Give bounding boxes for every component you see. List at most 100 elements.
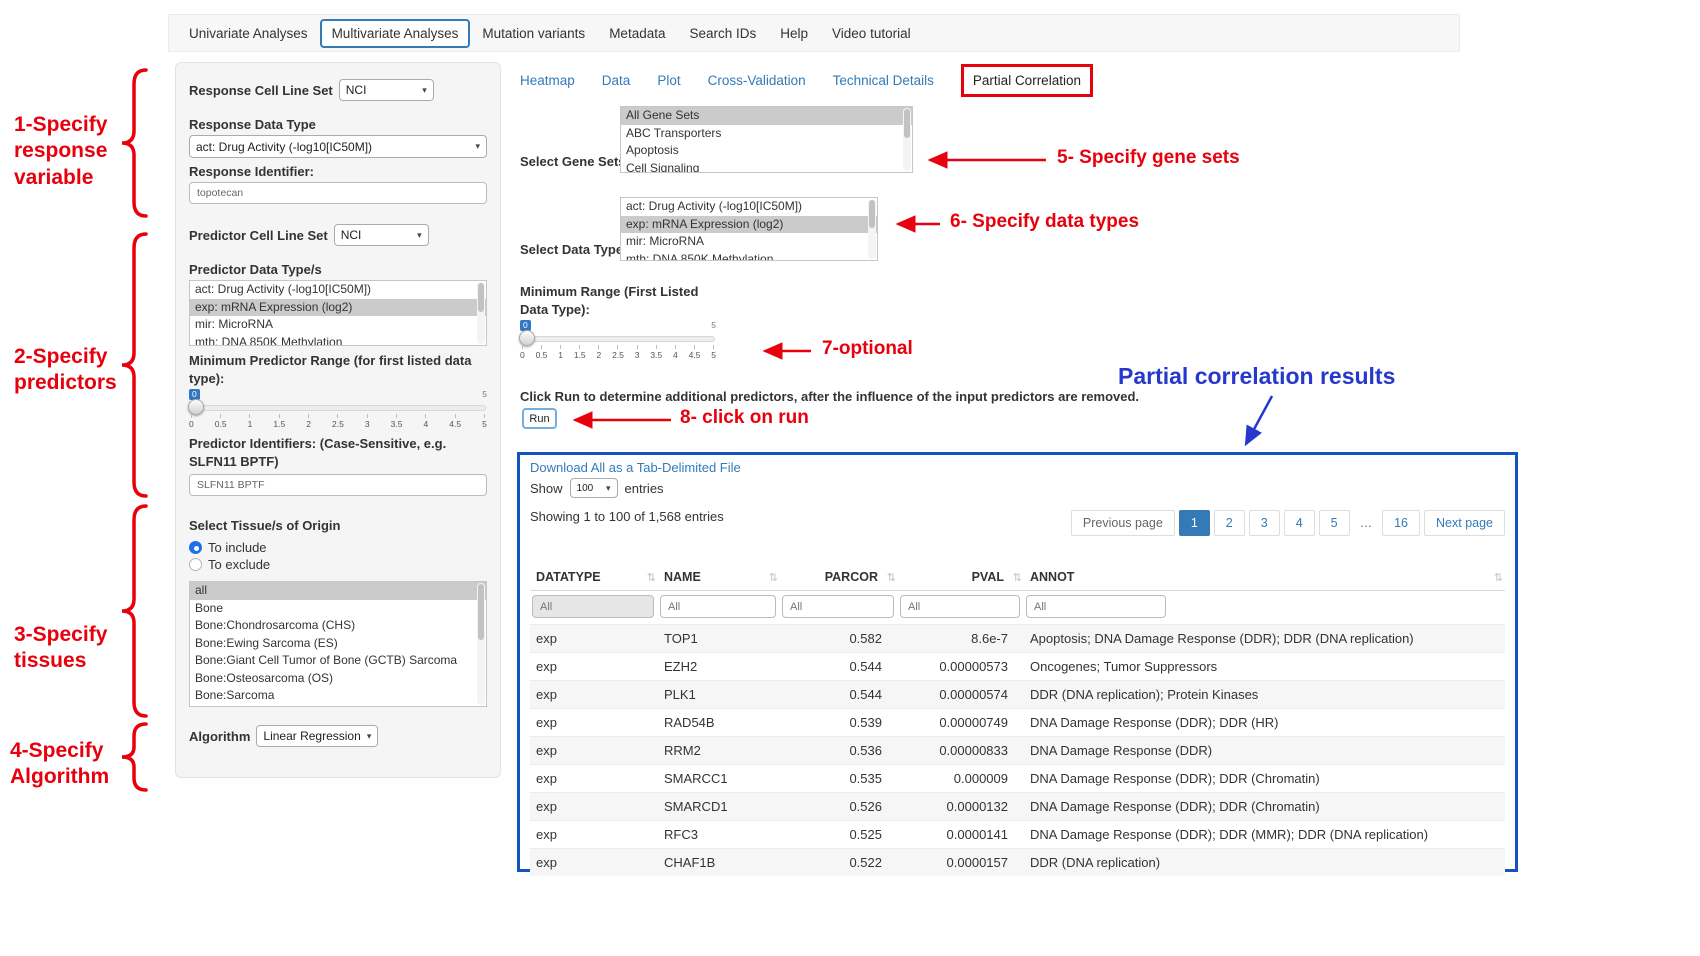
tab-partial-correlation[interactable]: Partial Correlation bbox=[961, 64, 1093, 97]
sort-icon[interactable]: ⇅ bbox=[887, 571, 896, 584]
algorithm-select[interactable]: Linear Regression ▾ bbox=[256, 725, 378, 747]
scrollbar-thumb[interactable] bbox=[478, 584, 484, 640]
table-row[interactable]: exp RRM2 0.536 0.00000833 DNA Damage Res… bbox=[530, 737, 1505, 765]
scrollbar-thumb[interactable] bbox=[904, 109, 910, 138]
slider-handle[interactable] bbox=[519, 330, 535, 346]
sort-icon[interactable]: ⇅ bbox=[769, 571, 778, 584]
list-option[interactable]: Bone:Chondrosarcoma (CHS) bbox=[190, 617, 486, 635]
table-row[interactable]: exp TOP1 0.582 8.6e-7 Apoptosis; DNA Dam… bbox=[530, 625, 1505, 653]
table-row[interactable]: exp PLK1 0.544 0.00000574 DDR (DNA repli… bbox=[530, 681, 1505, 709]
table-row[interactable]: exp SMARCC1 0.535 0.000009 DNA Damage Re… bbox=[530, 765, 1505, 793]
predictor-identifiers-input[interactable] bbox=[189, 474, 487, 496]
nav-tab-video-tutorial[interactable]: Video tutorial bbox=[820, 20, 923, 47]
tissue-include-label[interactable]: To include bbox=[208, 540, 267, 555]
list-option[interactable]: act: Drug Activity (-log10[IC50M]) bbox=[621, 198, 877, 216]
tab-cross-validation[interactable]: Cross-Validation bbox=[708, 73, 806, 88]
list-option[interactable]: mir: MicroRNA bbox=[190, 316, 486, 334]
show-entries-select[interactable]: 100 ▾ bbox=[570, 478, 618, 498]
scrollbar[interactable] bbox=[903, 108, 911, 171]
list-option[interactable]: all bbox=[190, 582, 486, 600]
results-tabbar: Heatmap Data Plot Cross-Validation Techn… bbox=[520, 64, 1093, 97]
tissue-exclude-radio[interactable]: To exclude bbox=[189, 556, 487, 573]
gene-sets-listbox: All Gene Sets ABC Transporters Apoptosis… bbox=[620, 106, 913, 173]
nav-tab-help[interactable]: Help bbox=[768, 20, 820, 47]
slider-tick: 0.5 bbox=[215, 414, 227, 429]
list-option[interactable]: Bone:Sarcoma bbox=[190, 687, 486, 705]
slider-tick: 1 bbox=[558, 345, 563, 360]
list-option[interactable]: Peripheral_Nervous_System bbox=[190, 705, 486, 708]
list-option[interactable]: mth: DNA 850K Methylation bbox=[621, 251, 877, 262]
scrollbar-thumb[interactable] bbox=[869, 200, 875, 228]
list-option[interactable]: ABC Transporters bbox=[621, 125, 912, 143]
sort-icon[interactable]: ⇅ bbox=[1494, 571, 1503, 584]
scrollbar[interactable] bbox=[868, 199, 876, 259]
tab-technical-details[interactable]: Technical Details bbox=[833, 73, 934, 88]
page-button[interactable]: 16 bbox=[1382, 510, 1420, 536]
scrollbar-thumb[interactable] bbox=[478, 283, 484, 312]
list-option[interactable]: All Gene Sets bbox=[621, 107, 912, 125]
list-option[interactable]: Bone:Ewing Sarcoma (ES) bbox=[190, 635, 486, 653]
tab-plot[interactable]: Plot bbox=[657, 73, 680, 88]
page-button[interactable]: 1 bbox=[1179, 510, 1210, 536]
radio-icon[interactable] bbox=[189, 558, 202, 571]
next-page-button[interactable]: Next page bbox=[1424, 510, 1505, 536]
tissue-exclude-label[interactable]: To exclude bbox=[208, 557, 270, 572]
page-button[interactable]: 5 bbox=[1319, 510, 1350, 536]
list-option[interactable]: act: Drug Activity (-log10[IC50M]) bbox=[190, 281, 486, 299]
tab-heatmap[interactable]: Heatmap bbox=[520, 73, 575, 88]
scrollbar[interactable] bbox=[477, 583, 485, 705]
page-button[interactable]: 4 bbox=[1284, 510, 1315, 536]
filter-input-parcor[interactable] bbox=[782, 595, 894, 618]
table-row[interactable]: exp SMARCD1 0.526 0.0000132 DNA Damage R… bbox=[530, 793, 1505, 821]
table-row[interactable]: exp RFC3 0.525 0.0000141 DNA Damage Resp… bbox=[530, 821, 1505, 849]
radio-icon[interactable] bbox=[189, 541, 202, 554]
list-option[interactable]: Apoptosis bbox=[621, 142, 912, 160]
column-header-name[interactable]: NAME⇅ bbox=[658, 564, 780, 591]
column-header-annot[interactable]: ANNOT⇅ bbox=[1024, 564, 1505, 591]
filter-input-pval[interactable] bbox=[900, 595, 1020, 618]
table-row[interactable]: exp CHAF1B 0.522 0.0000157 DDR (DNA repl… bbox=[530, 849, 1505, 877]
column-header-datatype[interactable]: DATATYPE⇅ bbox=[530, 564, 658, 591]
list-option[interactable]: Cell Signaling bbox=[621, 160, 912, 174]
list-option[interactable]: mth: DNA 850K Methylation bbox=[190, 334, 486, 347]
run-button[interactable]: Run bbox=[522, 408, 557, 429]
cell-parcor: 0.536 bbox=[780, 737, 898, 765]
nav-tab-univariate-analyses[interactable]: Univariate Analyses bbox=[177, 20, 320, 47]
column-header-parcor[interactable]: PARCOR⇅ bbox=[780, 564, 898, 591]
sort-icon[interactable]: ⇅ bbox=[1013, 571, 1022, 584]
nav-tab-mutation-variants[interactable]: Mutation variants bbox=[470, 20, 597, 47]
download-link[interactable]: Download All as a Tab-Delimited File bbox=[530, 460, 741, 475]
list-option[interactable]: Bone:Osteosarcoma (OS) bbox=[190, 670, 486, 688]
scrollbar[interactable] bbox=[477, 282, 485, 344]
predictor-identifiers-label: Predictor Identifiers: (Case-Sensitive, … bbox=[189, 435, 487, 470]
table-row[interactable]: exp RAD54B 0.539 0.00000749 DNA Damage R… bbox=[530, 709, 1505, 737]
filter-input-name[interactable] bbox=[660, 595, 776, 618]
previous-page-button[interactable]: Previous page bbox=[1071, 510, 1175, 536]
column-header-pval[interactable]: PVAL⇅ bbox=[898, 564, 1024, 591]
response-cell-line-set-select[interactable]: NCI ▾ bbox=[339, 79, 434, 101]
nav-tab-metadata[interactable]: Metadata bbox=[597, 20, 677, 47]
list-option[interactable]: exp: mRNA Expression (log2) bbox=[621, 216, 877, 234]
page: Univariate Analyses Multivariate Analyse… bbox=[0, 0, 1700, 956]
predictor-cell-line-set-select[interactable]: NCI ▾ bbox=[334, 224, 429, 246]
page-button[interactable]: 2 bbox=[1214, 510, 1245, 536]
table-row[interactable]: exp EZH2 0.544 0.00000573 Oncogenes; Tum… bbox=[530, 653, 1505, 681]
response-identifier-input[interactable] bbox=[189, 182, 487, 204]
filter-input-annot[interactable] bbox=[1026, 595, 1166, 618]
sort-icon[interactable]: ⇅ bbox=[647, 571, 656, 584]
list-option[interactable]: Bone:Giant Cell Tumor of Bone (GCTB) Sar… bbox=[190, 652, 486, 670]
page-button[interactable]: 3 bbox=[1249, 510, 1280, 536]
slider-track[interactable] bbox=[521, 336, 715, 342]
tab-data[interactable]: Data bbox=[602, 73, 631, 88]
slider-handle[interactable] bbox=[188, 399, 204, 415]
list-option[interactable]: exp: mRNA Expression (log2) bbox=[190, 299, 486, 317]
filter-input-datatype[interactable] bbox=[532, 595, 654, 618]
slider-track[interactable] bbox=[190, 405, 486, 411]
list-option[interactable]: mir: MicroRNA bbox=[621, 233, 877, 251]
response-data-type-select[interactable]: act: Drug Activity (-log10[IC50M]) ▾ bbox=[189, 135, 487, 158]
list-option[interactable]: Bone bbox=[190, 600, 486, 618]
tissue-include-radio[interactable]: To include bbox=[189, 539, 487, 556]
arrow-data-types bbox=[888, 216, 944, 232]
nav-tab-multivariate-analyses[interactable]: Multivariate Analyses bbox=[320, 19, 471, 48]
nav-tab-search-ids[interactable]: Search IDs bbox=[677, 20, 768, 47]
